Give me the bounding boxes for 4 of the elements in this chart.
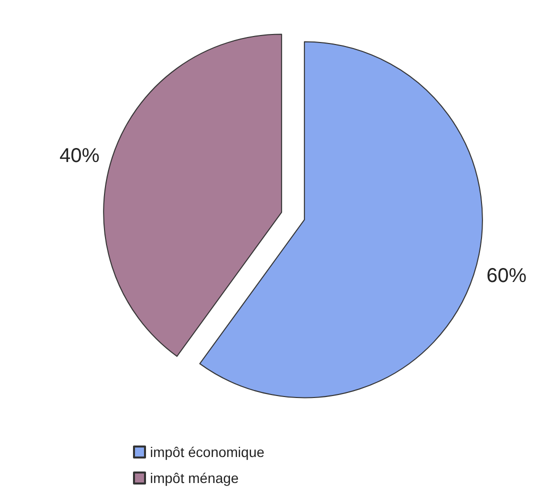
data-label: 40% — [59, 145, 100, 168]
legend-label: impôt économique — [150, 444, 265, 460]
data-label: 60% — [486, 264, 527, 287]
legend-label: impôt ménage — [150, 470, 239, 486]
